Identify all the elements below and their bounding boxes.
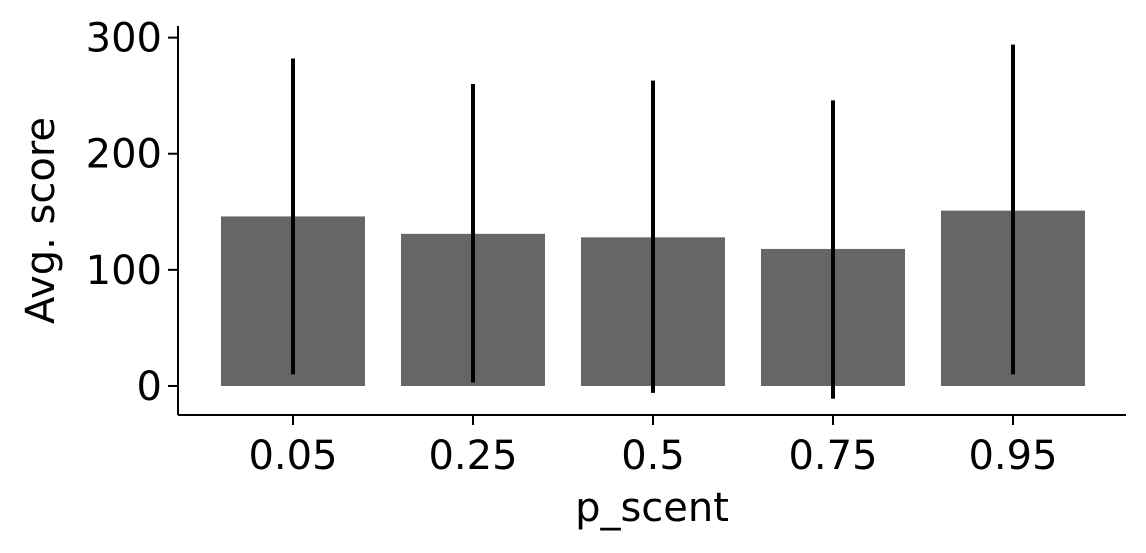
- y-tick-label: 0: [137, 364, 162, 410]
- x-ticks-group: 0.05 0.25 0.5 0.75 0.95: [248, 415, 1058, 479]
- y-ticks-group: 0 100 200 300: [86, 16, 178, 410]
- y-tick-label: 100: [86, 248, 162, 294]
- x-tick-label: 0.05: [248, 433, 337, 479]
- y-tick-label: 300: [86, 16, 162, 62]
- error-bars-group: [291, 44, 1015, 399]
- x-tick-label: 0.5: [621, 433, 685, 479]
- x-tick-label: 0.95: [968, 433, 1057, 479]
- x-tick-label: 0.25: [428, 433, 517, 479]
- y-axis-label: Avg. score: [18, 117, 64, 324]
- x-axis-label: p_scent: [575, 485, 729, 531]
- y-tick-label: 200: [86, 132, 162, 178]
- x-tick-label: 0.75: [788, 433, 877, 479]
